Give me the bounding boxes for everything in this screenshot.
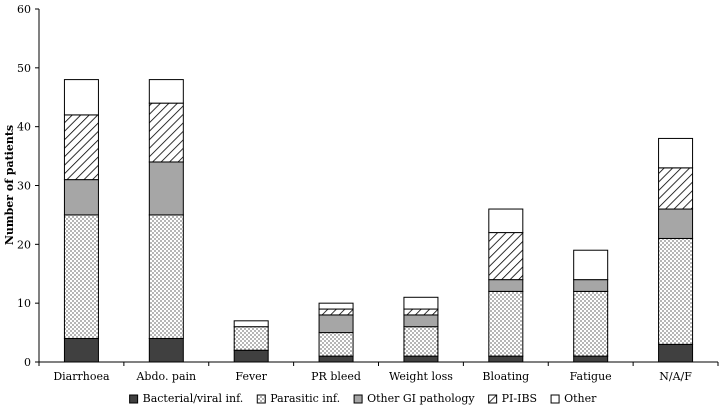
legend-swatch-bacterial-viral-inf (129, 394, 139, 404)
bar-segment-parasitic-inf-weight-loss (403, 326, 439, 357)
bar-segment-other-bloating (488, 208, 524, 234)
bar-segment-bacterial-viral-inf-n-a-f (658, 343, 694, 363)
bar-segment-other-gi-pathology-pr-bleed (318, 314, 354, 334)
bar-segment-parasitic-inf-pr-bleed (318, 332, 354, 357)
bar-segment-other-gi-pathology-fatigue (573, 279, 609, 292)
x-tick-label: N/A/F (659, 370, 692, 383)
bar-segment-parasitic-inf-abdo-pain (148, 214, 184, 339)
bar-segment-other-gi-pathology-diarrhoea (63, 179, 99, 216)
legend-label-other-gi-pathology: Other GI pathology (367, 392, 475, 405)
bar-segment-parasitic-inf-n-a-f (658, 237, 694, 345)
bar-segment-other-n-a-f (658, 137, 694, 169)
bar-segment-other-gi-pathology-n-a-f (658, 208, 694, 239)
legend-label-other: Other (564, 392, 597, 405)
bar-segment-other-gi-pathology-abdo-pain (148, 161, 184, 216)
x-tick-label: PR bleed (311, 370, 361, 383)
y-tick-label: 30 (17, 180, 31, 193)
y-tick-label: 20 (17, 238, 31, 251)
bar-segment-other-weight-loss (403, 296, 439, 310)
legend: Bacterial/viral inf. Parasitic inf. Other … (129, 392, 597, 405)
bar-segment-parasitic-inf-bloating (488, 290, 524, 357)
bar-segment-other-diarrhoea (63, 79, 99, 116)
y-tick-label: 10 (17, 297, 31, 310)
y-axis: 0 10 20 30 40 50 60 (17, 3, 40, 369)
bar-segment-other-gi-pathology-bloating (488, 279, 524, 292)
bar-segment-pi-ibs-pr-bleed (318, 308, 354, 316)
bar-segment-bacterial-viral-inf-fatigue (573, 355, 609, 363)
x-tick-label: Weight loss (389, 370, 453, 383)
bar-segment-pi-ibs-diarrhoea (63, 114, 99, 181)
bar-segment-pi-ibs-bloating (488, 232, 524, 281)
bar-segment-bacterial-viral-inf-weight-loss (403, 355, 439, 363)
y-tick-label: 60 (17, 3, 31, 16)
legend-swatch-parasitic-inf (256, 394, 266, 404)
bar-segment-bacterial-viral-inf-abdo-pain (148, 337, 184, 363)
bar-segment-other-fever (233, 320, 269, 328)
bars (63, 79, 694, 363)
bar-segment-other-pr-bleed (318, 302, 354, 310)
legend-swatch-other (550, 394, 560, 404)
legend-label-bacterial-viral-inf: Bacterial/viral inf. (143, 392, 244, 405)
legend-swatch-other-gi-pathology (353, 394, 363, 404)
x-tick-label: Diarrhoea (53, 370, 110, 383)
bar-segment-pi-ibs-abdo-pain (148, 102, 184, 163)
legend-label-pi-ibs: PI-IBS (502, 392, 537, 405)
y-tick-label: 0 (24, 356, 31, 369)
y-tick-label: 50 (17, 62, 31, 75)
x-tick-label: Bloating (482, 370, 529, 383)
bar-segment-parasitic-inf-diarrhoea (63, 214, 99, 339)
bar-segment-bacterial-viral-inf-pr-bleed (318, 355, 354, 363)
legend-swatch-pi-ibs (488, 394, 498, 404)
x-tick-label: Abdo. pain (135, 370, 196, 383)
bar-segment-parasitic-inf-fatigue (573, 290, 609, 357)
bar-segment-pi-ibs-n-a-f (658, 167, 694, 210)
x-tick-label: Fever (235, 370, 267, 383)
y-tick-label: 40 (17, 121, 31, 134)
bar-segment-other-gi-pathology-weight-loss (403, 314, 439, 328)
bar-segment-pi-ibs-weight-loss (403, 308, 439, 316)
bar-segment-other-fatigue (573, 249, 609, 281)
bar-segment-bacterial-viral-inf-diarrhoea (63, 337, 99, 363)
bar-segment-bacterial-viral-inf-bloating (488, 355, 524, 363)
bar-segment-other-abdo-pain (148, 79, 184, 104)
bar-segment-parasitic-inf-fever (233, 326, 269, 351)
x-tick-label: Fatigue (570, 370, 612, 383)
legend-label-parasitic-inf: Parasitic inf. (270, 392, 340, 405)
y-axis-title: Number of patients (3, 125, 16, 245)
x-axis: Diarrhoea Abdo. pain Fever PR bleed Weight l… (38, 361, 719, 383)
bar-segment-bacterial-viral-inf-fever (233, 349, 269, 363)
